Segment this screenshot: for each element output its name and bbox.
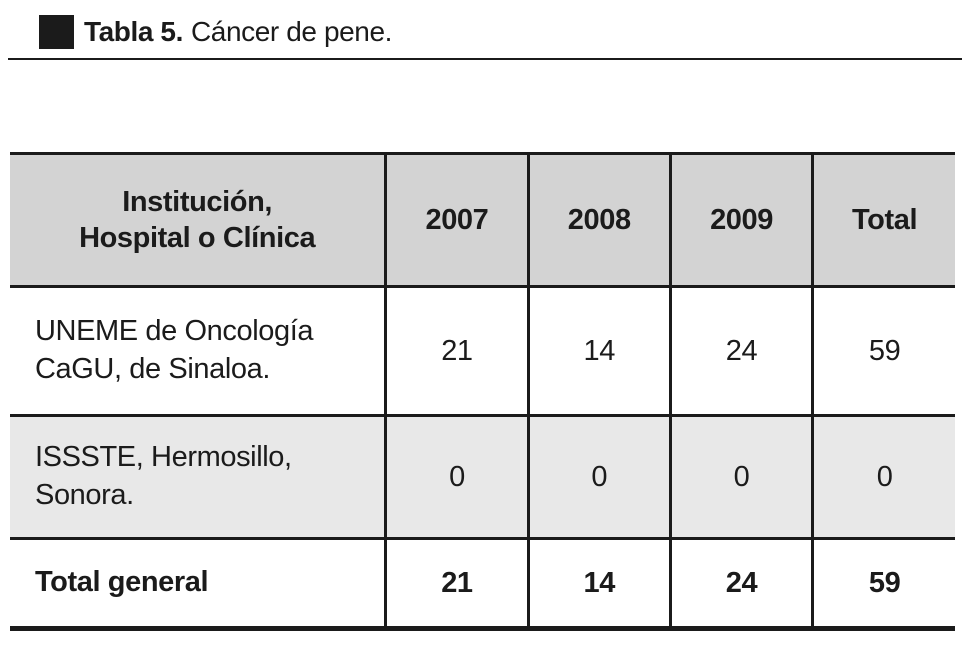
cell-value: 0 — [384, 415, 529, 539]
table-row-total: Total general 21 14 24 59 — [10, 538, 955, 629]
data-table: Institución, Hospital o Clínica 2007 200… — [10, 152, 955, 631]
cell-value: 24 — [668, 538, 813, 629]
table-caption: Tabla 5. Cáncer de pene. — [39, 15, 392, 49]
caption-number: Tabla 5. — [84, 16, 183, 47]
header-cell-2009: 2009 — [668, 153, 813, 287]
header-cell-2008: 2008 — [526, 153, 671, 287]
table-header-row: Institución, Hospital o Clínica 2007 200… — [10, 153, 955, 287]
cell-value: 0 — [811, 415, 955, 539]
cell-value: 59 — [811, 286, 955, 416]
cell-value: 14 — [526, 538, 671, 629]
table-row-uneme: UNEME de Oncología CaGU, de Sinaloa. 21 … — [10, 286, 955, 416]
cell-value: 0 — [526, 415, 671, 539]
header-cell-2007: 2007 — [384, 153, 529, 287]
caption-text: Cáncer de pene. — [190, 16, 393, 47]
row-label-total: Total general — [35, 566, 209, 599]
row-label: ISSSTE, Hermosillo, Sonora. — [35, 441, 292, 511]
cell-value: 24 — [668, 286, 813, 416]
header-cell-institution: Institución, Hospital o Clínica — [79, 185, 316, 254]
cell-value: 14 — [526, 286, 671, 416]
table-row-issste: ISSSTE, Hermosillo, Sonora. 0 0 0 0 — [10, 415, 955, 539]
cell-value: 0 — [668, 415, 813, 539]
caption-underline — [8, 58, 962, 60]
row-label: UNEME de Oncología CaGU, de Sinaloa. — [35, 315, 314, 385]
cell-value: 59 — [811, 538, 955, 629]
cell-value: 21 — [384, 286, 529, 416]
cell-value: 21 — [384, 538, 529, 629]
header-cell-total: Total — [811, 153, 955, 287]
black-square-icon — [39, 15, 74, 49]
